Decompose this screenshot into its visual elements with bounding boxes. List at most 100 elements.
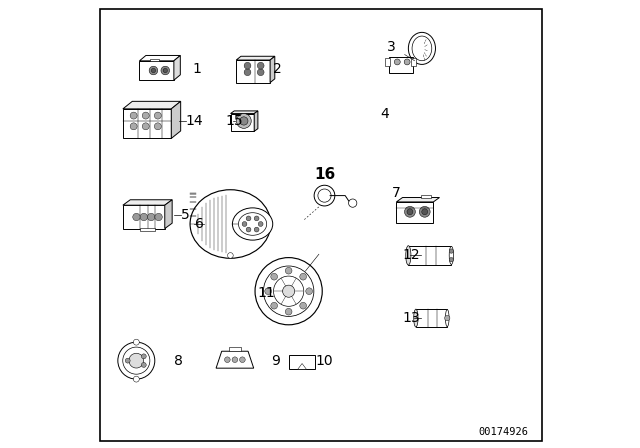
Circle shape	[300, 273, 307, 280]
Circle shape	[449, 249, 454, 253]
Ellipse shape	[232, 208, 273, 240]
Text: 2: 2	[273, 62, 282, 77]
Bar	[411, 58, 416, 66]
Circle shape	[155, 213, 163, 221]
Circle shape	[254, 216, 259, 221]
Ellipse shape	[123, 347, 150, 374]
Text: 6: 6	[195, 217, 204, 231]
Ellipse shape	[413, 309, 418, 327]
Circle shape	[265, 288, 271, 295]
Text: 10: 10	[316, 353, 333, 368]
Circle shape	[142, 112, 149, 119]
Ellipse shape	[236, 114, 252, 129]
Circle shape	[246, 227, 251, 232]
Circle shape	[125, 358, 130, 363]
Polygon shape	[123, 200, 172, 205]
Text: 1: 1	[192, 62, 201, 77]
Ellipse shape	[406, 246, 411, 265]
Text: 15: 15	[226, 114, 244, 128]
Circle shape	[130, 123, 137, 130]
Bar	[140, 61, 174, 80]
Circle shape	[130, 112, 137, 119]
Circle shape	[257, 69, 264, 76]
Circle shape	[141, 354, 147, 359]
Circle shape	[258, 222, 263, 226]
Circle shape	[318, 189, 331, 202]
Text: 3: 3	[387, 40, 396, 54]
Circle shape	[271, 273, 278, 280]
Text: 4: 4	[381, 107, 389, 121]
Text: 00174926: 00174926	[478, 427, 529, 437]
Text: 14: 14	[186, 114, 204, 128]
Ellipse shape	[445, 310, 449, 327]
Circle shape	[271, 302, 278, 309]
Bar	[123, 109, 172, 138]
Polygon shape	[230, 111, 258, 114]
Circle shape	[273, 276, 304, 306]
Circle shape	[140, 213, 148, 221]
Circle shape	[422, 209, 428, 215]
Circle shape	[161, 66, 170, 75]
Ellipse shape	[412, 36, 432, 61]
Circle shape	[133, 376, 140, 382]
Ellipse shape	[408, 32, 435, 65]
Circle shape	[394, 59, 400, 65]
Circle shape	[306, 288, 312, 295]
Circle shape	[445, 315, 450, 321]
Circle shape	[239, 357, 245, 362]
Circle shape	[133, 339, 140, 345]
Circle shape	[242, 222, 247, 226]
Circle shape	[244, 62, 251, 69]
Polygon shape	[172, 101, 180, 138]
Ellipse shape	[240, 117, 248, 125]
Circle shape	[285, 267, 292, 274]
Circle shape	[404, 59, 410, 65]
Text: 12: 12	[403, 248, 420, 263]
Polygon shape	[216, 351, 253, 368]
Bar	[396, 202, 433, 223]
Circle shape	[314, 185, 335, 206]
Ellipse shape	[349, 199, 357, 207]
Ellipse shape	[129, 353, 144, 368]
Circle shape	[257, 62, 264, 69]
Text: 7: 7	[392, 185, 401, 200]
Polygon shape	[254, 111, 258, 131]
Circle shape	[228, 253, 233, 258]
Polygon shape	[396, 198, 440, 202]
Text: 16: 16	[314, 167, 335, 182]
Circle shape	[132, 213, 140, 221]
Text: 8: 8	[174, 353, 183, 368]
Bar	[123, 205, 164, 228]
Polygon shape	[123, 101, 180, 109]
Circle shape	[225, 357, 230, 362]
Circle shape	[141, 362, 147, 367]
Polygon shape	[236, 56, 275, 60]
Polygon shape	[174, 56, 180, 80]
Text: 9: 9	[271, 353, 280, 368]
Polygon shape	[298, 363, 307, 369]
Circle shape	[407, 209, 413, 215]
Polygon shape	[164, 200, 172, 228]
Bar	[416, 309, 447, 327]
Circle shape	[254, 227, 259, 232]
Circle shape	[264, 266, 314, 316]
Bar	[150, 59, 159, 61]
Circle shape	[232, 357, 237, 362]
Bar	[421, 194, 431, 198]
Bar	[408, 246, 451, 265]
Text: 13: 13	[403, 311, 420, 325]
Bar	[385, 58, 390, 66]
Circle shape	[449, 258, 454, 262]
Circle shape	[151, 69, 156, 73]
Circle shape	[255, 258, 323, 325]
Ellipse shape	[239, 213, 267, 235]
Circle shape	[142, 123, 149, 130]
Circle shape	[285, 308, 292, 315]
Bar	[140, 228, 155, 231]
Text: 11: 11	[257, 286, 275, 301]
Circle shape	[149, 66, 157, 75]
Circle shape	[163, 69, 168, 73]
Circle shape	[283, 285, 294, 297]
Ellipse shape	[190, 190, 271, 258]
Ellipse shape	[118, 342, 155, 379]
